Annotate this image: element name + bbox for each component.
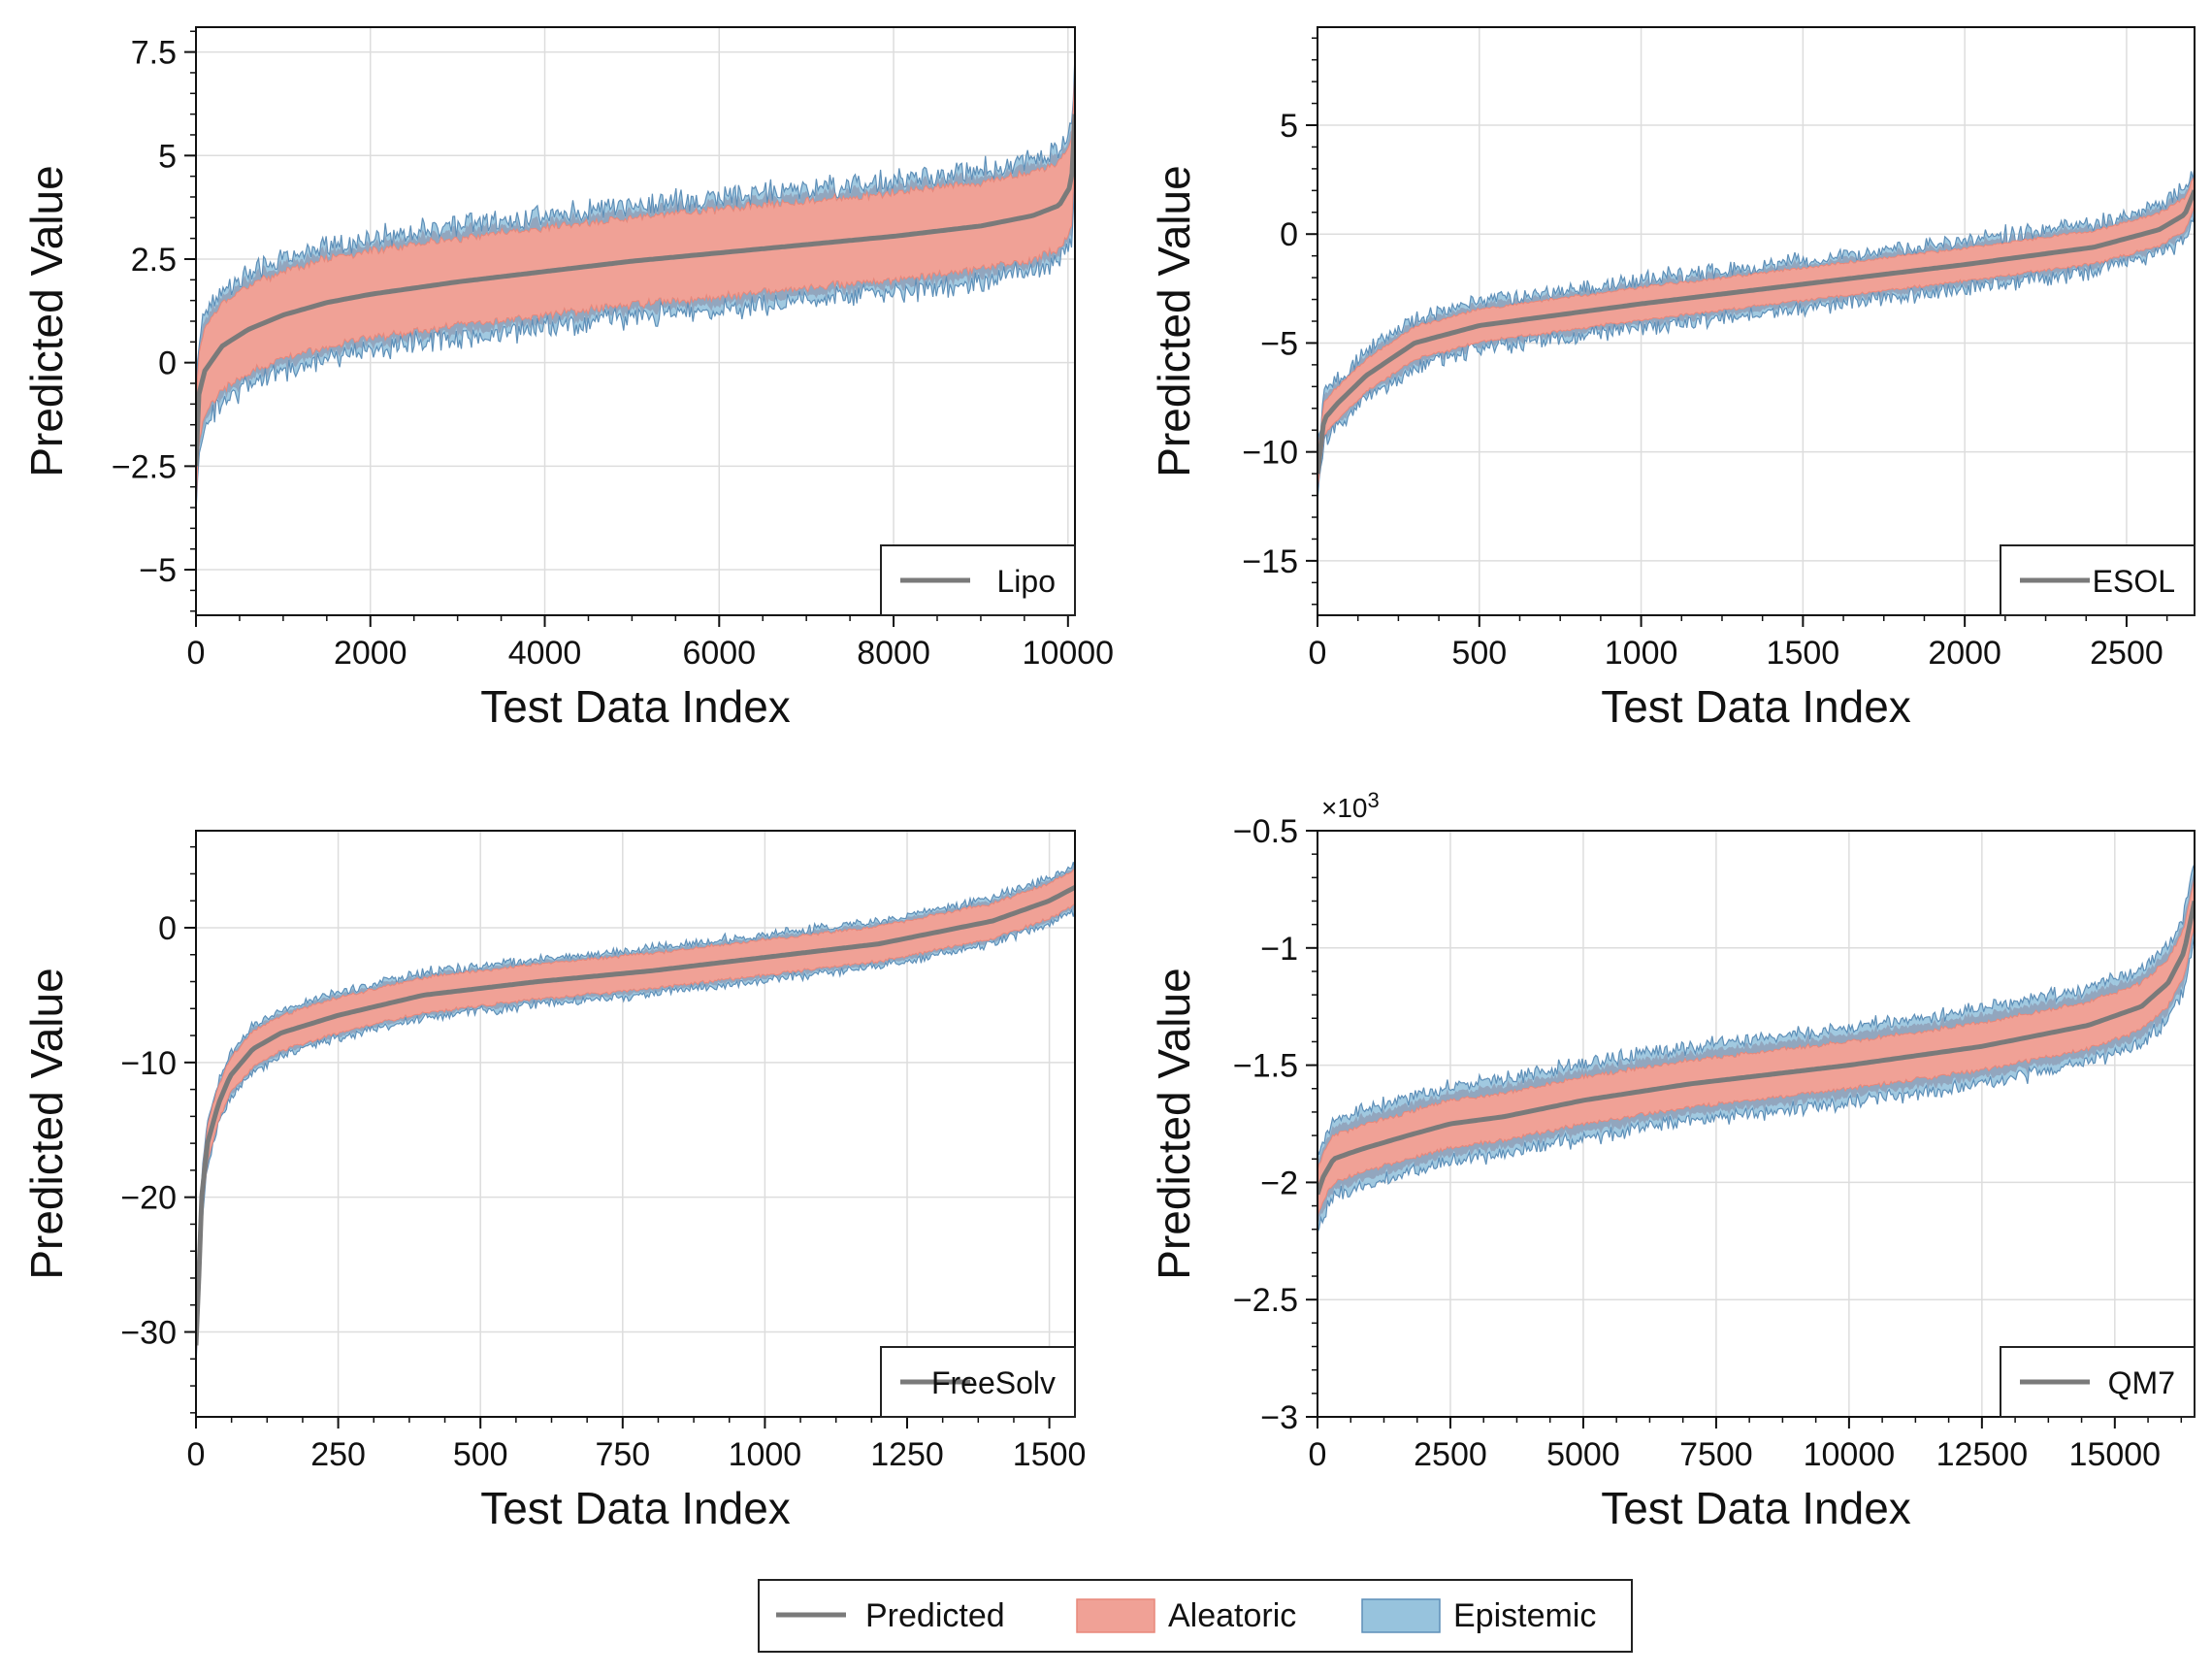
plot-area [196, 862, 1075, 1366]
plot-frame [1317, 830, 2196, 1418]
y-tick-label: 7.5 [131, 35, 177, 72]
predicted-line [1317, 189, 2195, 475]
y-tick-label: 5 [1280, 108, 1298, 145]
y-tick-label: −10 [1242, 435, 1298, 472]
figure-legend: Predicted Aleatoric Epistemic [758, 1579, 1633, 1653]
figure-legend-aleatoric-swatch [1076, 1598, 1155, 1633]
y-tick-label: −5 [139, 552, 177, 589]
panel-legend-label: Lipo [997, 564, 1057, 599]
predicted-line [196, 114, 1075, 467]
x-tick-label: 2500 [1414, 1436, 1487, 1473]
x-tick-label: 2500 [2090, 635, 2163, 672]
x-tick-label: 8000 [857, 635, 930, 672]
y-tick-label: 5 [158, 138, 177, 175]
y-tick-label: −2.5 [112, 448, 177, 485]
y-tick-label: −1 [1260, 931, 1298, 968]
figure-legend-epistemic-swatch [1361, 1598, 1441, 1633]
predicted-line [1317, 900, 2195, 1196]
y-tick-label: 0 [158, 910, 177, 947]
panel-legend: ESOL [2000, 544, 2196, 616]
band-overlap [1317, 870, 2195, 1226]
x-tick-label: 2000 [334, 635, 407, 672]
x-axis-title: Test Data Index [1601, 681, 1911, 732]
panel-legend-label: QM7 [2108, 1365, 2175, 1400]
panel-freesolv: 0 250 500 750 1000 1250 1500 −30 −20 −10 0 Test Dat… [21, 830, 1087, 1533]
y-tick-label: −15 [1242, 543, 1298, 580]
plot-frame [195, 830, 1076, 1418]
x-tick-label: 0 [1309, 1436, 1327, 1473]
x-tick-label: 0 [187, 635, 206, 672]
x-tick-label: 1500 [1767, 635, 1840, 672]
plot-area [1317, 863, 2195, 1233]
x-tick-label: 10000 [1804, 1436, 1896, 1473]
y-axis-title: Predicted Value [21, 165, 72, 476]
figure-legend-predicted-label: Predicted [865, 1597, 1005, 1634]
x-tick-label: 500 [453, 1436, 508, 1473]
x-tick-label: 5000 [1546, 1436, 1620, 1473]
panel-legend-label: ESOL [2093, 564, 2175, 599]
figure-legend-epistemic-label: Epistemic [1453, 1597, 1596, 1634]
axes: 0 250 500 750 1000 1250 1500 −30 −20 −10 0 Test Dat… [21, 845, 1087, 1533]
plot-area [1317, 166, 2195, 503]
y-tick-label: −2 [1260, 1165, 1298, 1201]
x-tick-label: 1500 [1013, 1436, 1087, 1473]
x-tick-label: 0 [1309, 635, 1327, 672]
figure-legend-aleatoric-label: Aleatoric [1168, 1597, 1296, 1634]
y-tick-label: −0.5 [1233, 813, 1298, 850]
y-tick-label: −30 [120, 1315, 177, 1352]
x-tick-label: 7500 [1679, 1436, 1753, 1473]
x-tick-label: 250 [310, 1436, 366, 1473]
x-tick-label: 1000 [729, 1436, 802, 1473]
aleatoric-band [196, 67, 1075, 511]
panel-qm7: 0 2500 5000 7500 10000 12500 15000 −3 −2.5 −2 −1.5… [1149, 788, 2196, 1533]
figure-legend-frame [758, 1579, 1633, 1653]
x-axis-title: Test Data Index [480, 681, 791, 732]
x-tick-label: 10000 [1023, 635, 1115, 672]
aleatoric-band [196, 869, 1075, 1363]
panel-esol: 0 500 1000 1500 2000 2500 −15 −10 −5 0 5 Test Data … [1149, 26, 2196, 732]
x-tick-label: 1000 [1605, 635, 1678, 672]
y-tick-label: 0 [158, 345, 177, 382]
x-tick-label: 2000 [1928, 635, 2001, 672]
x-axis-title: Test Data Index [480, 1483, 791, 1533]
x-tick-label: 0 [187, 1436, 206, 1473]
panel-legend: FreeSolv [880, 1346, 1076, 1418]
panels: 0 2000 4000 6000 8000 10000−5−2.502.557.5Test… [21, 26, 2196, 1533]
aleatoric-band [1317, 876, 2195, 1217]
x-axis-title: Test Data Index [1601, 1483, 1911, 1533]
y-tick-label: −1.5 [1233, 1048, 1298, 1085]
axis-multiplier: ×103 [1321, 788, 1380, 823]
y-axis-title: Predicted Value [21, 968, 72, 1279]
predicted-line [196, 885, 1075, 1346]
y-tick-label: −2.5 [1233, 1282, 1298, 1319]
x-tick-label: 1250 [870, 1436, 944, 1473]
x-tick-label: 6000 [682, 635, 756, 672]
x-tick-label: 750 [595, 1436, 650, 1473]
aleatoric-band [1317, 175, 2195, 490]
panel-legend: Lipo [880, 544, 1076, 616]
y-tick-label: 2.5 [131, 242, 177, 279]
y-tick-label: 0 [1280, 216, 1298, 253]
panel-lipo: 0 2000 4000 6000 8000 10000 −5 −2.5 0 2.5 5 7.5 Test… [21, 26, 1115, 732]
panel-legend-label: FreeSolv [931, 1365, 1056, 1400]
panel-legend: QM7 [2000, 1346, 2196, 1418]
y-axis-title: Predicted Value [1149, 968, 1199, 1279]
x-tick-label: 4000 [508, 635, 582, 672]
y-tick-label: −10 [120, 1045, 177, 1082]
y-tick-label: −3 [1260, 1399, 1298, 1436]
x-tick-label: 15000 [2069, 1436, 2162, 1473]
axes: 0 2500 5000 7500 10000 12500 15000 −3 −2.5 −2 −1.5… [1149, 788, 2183, 1533]
y-tick-label: −20 [120, 1180, 177, 1217]
axes: 0 2000 4000 6000 8000 10000 −5 −2.5 0 2.5 5 7.5 Test… [21, 30, 1115, 732]
y-axis-title: Predicted Value [1149, 165, 1199, 476]
x-tick-label: 12500 [1936, 1436, 2029, 1473]
plot-area [196, 52, 1075, 513]
x-tick-label: 500 [1451, 635, 1507, 672]
y-tick-label: −5 [1260, 325, 1298, 362]
axes: 0 500 1000 1500 2000 2500 −15 −10 −5 0 5 Test Data … [1149, 37, 2168, 732]
